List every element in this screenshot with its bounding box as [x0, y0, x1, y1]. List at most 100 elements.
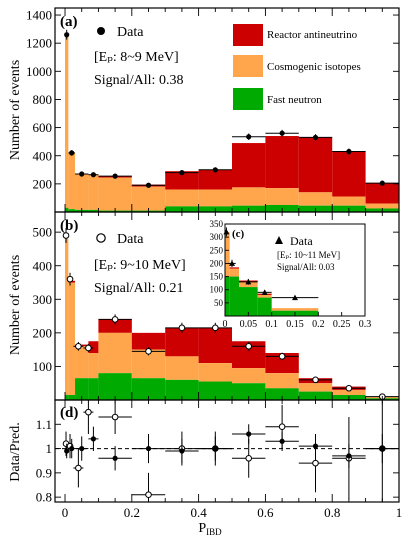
- panel-b-ytick-label: 200: [33, 325, 53, 340]
- panel-b-cosmogenic-bar: [65, 238, 69, 395]
- panel-a-data-point: [112, 173, 118, 179]
- panel-a-data-point: [69, 150, 75, 156]
- panel-a-fast-neutron-bar: [88, 209, 99, 212]
- panel-d-open-point: [312, 459, 319, 467]
- panel-a-ytick-label: 200: [33, 176, 53, 191]
- panel-b-fast-neutron-bar: [131, 378, 166, 400]
- panel-d-filled-point: [64, 448, 70, 454]
- panel-b-data-point: [85, 344, 92, 352]
- panel-c-tag: (c): [232, 228, 245, 240]
- panel-b-cosmogenic-bar: [298, 383, 333, 392]
- panel-a-data-point: [312, 134, 319, 141]
- legend-fast-neutron-label: Fast neutron: [267, 94, 322, 106]
- panel-b-data-point: [312, 376, 319, 384]
- panel-c-data-point: [261, 289, 268, 295]
- panel-c-reactor-bar: [229, 267, 239, 269]
- panel-b-cosmogenic-bar: [265, 373, 299, 389]
- legend-reactor-swatch: [233, 24, 263, 46]
- panel-c-ytick-label: 300: [210, 232, 224, 242]
- panel-b-fast-neutron-bar: [65, 394, 69, 400]
- panel-d-xtick-label: 1: [396, 505, 403, 520]
- panel-a-cosmogenic-bar: [65, 33, 69, 208]
- panel-d-open-point: [111, 413, 119, 421]
- panel-a-ytick-label: 600: [33, 120, 53, 135]
- panel-d-frame: [54, 399, 400, 503]
- legend-cosmogenic-label: Cosmogenic isotopes: [267, 61, 361, 73]
- panel-d-open-point: [145, 491, 152, 499]
- panel-a-legend-data-marker: [97, 27, 105, 35]
- panel-a-cosmogenic-bar: [165, 189, 199, 207]
- legend-fast-neutron-swatch: [233, 88, 263, 110]
- panel-b-cosmogenic-bar: [232, 368, 266, 384]
- panel-c-xtick-label: 0: [223, 319, 228, 330]
- panel-d-filled-point: [179, 448, 185, 454]
- panel-d-ytick-label: 1: [46, 441, 53, 456]
- panel-a-cosmogenic-bar: [332, 196, 366, 206]
- panel-c-ytick-label: 150: [210, 272, 224, 282]
- panel-a-tag: (a): [60, 14, 78, 30]
- panel-d-filled-point: [246, 431, 252, 437]
- panel-b-reactor-bar: [88, 341, 99, 353]
- panel-b-data-point: [178, 324, 186, 332]
- panel-a-data-point: [379, 180, 385, 186]
- panel-a-data-point: [79, 171, 85, 177]
- panel-a-cosmogenic-bar: [75, 174, 89, 210]
- panel-c-legend-data-marker: [275, 236, 283, 244]
- panel-a-ticks: 200 400 600 800 1000 1200 1400: [26, 8, 400, 212]
- panel-d-open-point: [85, 408, 92, 416]
- panel-b-data-point: [111, 316, 119, 323]
- panel-a-cosmogenic-bar: [131, 186, 166, 211]
- legend-cosmogenic-swatch: [233, 55, 263, 77]
- panel-d-ytick-label: 1.1: [36, 417, 52, 432]
- panel-b-fast-neutron-bar: [68, 394, 76, 400]
- panel-a-cosmogenic-bar: [265, 188, 299, 205]
- panel-a-ytick-label: 400: [33, 148, 53, 163]
- panel-c-cosmogenic-bar: [257, 294, 272, 298]
- panel-c-inset: 50 100 150 200 250 300 350 0 0.05 0.1 0.15 0.2 0.25 0…: [210, 219, 372, 330]
- panel-b-data-point: [66, 275, 74, 283]
- panel-a-cosmogenic-bar: [198, 189, 233, 207]
- panel-a-energy-range: [Eₚ: 8~9 MeV]: [94, 50, 179, 65]
- panel-b-ytick-label: 500: [33, 225, 53, 240]
- panel-c-xtick-label: 0.1: [265, 319, 278, 330]
- panel-a: 200 400 600 800 1000 1200 1400 (a) Data [Eₚ: 8…: [8, 7, 400, 213]
- panel-d-xtick-label: 0.4: [190, 505, 207, 520]
- panel-c-xtick-label: 0.3: [359, 319, 372, 330]
- panel-b-legend-data-marker: [96, 233, 106, 243]
- panel-b-cosmogenic-bar: [332, 389, 366, 395]
- panel-a-data-point: [246, 134, 252, 140]
- panel-d-xtick-label: 0.8: [324, 505, 340, 520]
- panel-c-ticks: 50 100 150 200 250 300 350 0 0.05 0.1 0.15 0.2 0.25 0…: [210, 219, 372, 330]
- panel-a-reactor-bar: [165, 171, 199, 190]
- panel-d-ytick-label: 0.9: [36, 465, 52, 480]
- panel-a-data-point: [279, 130, 285, 136]
- panel-a-cosmogenic-bar: [88, 174, 99, 210]
- panel-c-signal-fraction: Signal/All: 0.03: [277, 262, 335, 272]
- panel-c-ytick-label: 250: [210, 245, 224, 255]
- panel-b-data-point: [145, 348, 152, 355]
- panel-a-reactor-bar: [365, 183, 399, 204]
- panel-c-ytick-label: 100: [210, 285, 224, 295]
- panel-b-reactor-bar: [98, 319, 132, 333]
- panel-a-data-point: [212, 167, 218, 173]
- panel-d-ticks: 0.8 0.9 1 1.1 0 0.2 0.4 0.6 0.8 1: [36, 400, 403, 520]
- panel-a-reactor-bar: [265, 136, 299, 189]
- panel-a-cosmogenic-bar: [365, 203, 399, 209]
- panel-a-reactor-bar: [232, 143, 266, 188]
- panel-a-fast-neutron-bar: [68, 209, 76, 212]
- panel-a-cosmogenic-bar: [68, 152, 76, 210]
- panel-d-open-point: [75, 464, 82, 472]
- panel-a-cosmogenic-bar: [98, 177, 132, 211]
- panel-d-filled-point: [112, 455, 118, 461]
- panel-b-fast-neutron-bar: [165, 379, 199, 400]
- panel-d-open-point: [278, 423, 286, 431]
- panel-c-xtick-label: 0.05: [240, 319, 258, 330]
- panel-b-ylabel: Number of events: [8, 255, 23, 355]
- panel-d-tag: (d): [60, 405, 78, 421]
- panel-c-fast-neutron-bar: [239, 287, 258, 316]
- panel-b-data-point: [62, 232, 70, 239]
- panel-d-open-point: [245, 454, 253, 462]
- panel-c-cosmogenic-bar: [271, 308, 319, 311]
- panel-c-data-point: [292, 294, 298, 301]
